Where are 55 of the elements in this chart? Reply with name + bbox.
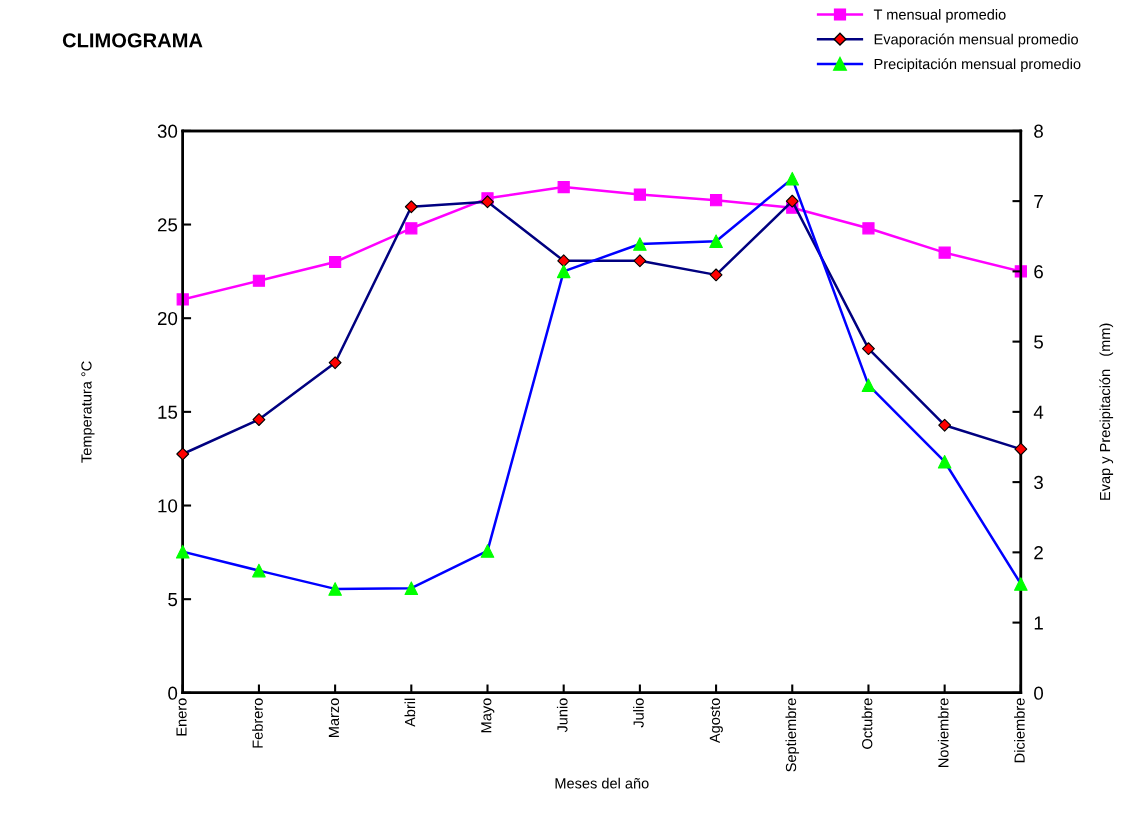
y2-tick-label: 5 [1034, 335, 1043, 349]
x-tick-label: Octubre [861, 698, 873, 749]
point [557, 180, 570, 194]
y-tick-label: 20 [157, 311, 178, 326]
y-tick-label: 15 [158, 405, 178, 419]
x-tick-label: Junio [556, 698, 568, 733]
y2-axis-title: Evap y Precipitación (mm) [1099, 323, 1114, 500]
point [785, 171, 800, 186]
chart-title: CLIMOGRAMA [62, 33, 203, 48]
point [480, 544, 495, 558]
point [709, 234, 723, 248]
y-tick-label: 30 [157, 124, 178, 138]
point [709, 194, 723, 207]
x-axis-title: Meses del año [555, 777, 649, 789]
point [252, 563, 266, 578]
point [175, 544, 190, 559]
legend-label: Evaporación mensual promedio [874, 33, 1079, 48]
point [404, 581, 419, 595]
y2-tick-label: 3 [1034, 475, 1043, 490]
legend-label: T mensual promedio [873, 9, 1006, 23]
y2-tick-label: 2 [1034, 546, 1043, 560]
point [328, 582, 342, 596]
y-tick-label: 5 [168, 593, 178, 607]
y-tick-label: 10 [158, 499, 178, 513]
legend-label: Precipitación mensual promedio [874, 58, 1081, 73]
point [252, 274, 266, 287]
point [405, 222, 418, 235]
x-tick-label: Abril [404, 698, 416, 727]
x-tick-label: Marzo [328, 698, 340, 738]
point [938, 246, 951, 259]
point [861, 378, 876, 392]
point [633, 237, 647, 251]
y2-tick-label: 6 [1034, 265, 1043, 279]
point [556, 264, 571, 279]
y-tick-label: 25 [157, 218, 178, 232]
point [937, 454, 952, 469]
point [1014, 577, 1028, 591]
x-tick-label: Agosto [709, 698, 723, 744]
x-tick-label: Febrero [252, 698, 263, 748]
x-tick-label: Noviembre [937, 698, 949, 768]
x-tick-label: Julio [633, 698, 644, 728]
y2-tick-label: 7 [1034, 195, 1043, 208]
x-tick-label: Septiembre [785, 698, 800, 772]
y-tick-label: 0 [168, 686, 178, 700]
y2-tick-label: 4 [1033, 405, 1044, 419]
y2-tick-label: 8 [1034, 124, 1043, 138]
x-tick-label: Diciembre [1014, 698, 1025, 763]
x-tick-label: Enero [176, 698, 187, 736]
y2-tick-label: 1 [1034, 616, 1043, 630]
x-tick-label: Mayo [481, 698, 495, 733]
y2-tick-label: 0 [1034, 686, 1044, 700]
y-axis-title: Temperatura °C [81, 361, 95, 463]
point [633, 188, 646, 201]
point [862, 222, 875, 235]
point [329, 255, 342, 269]
